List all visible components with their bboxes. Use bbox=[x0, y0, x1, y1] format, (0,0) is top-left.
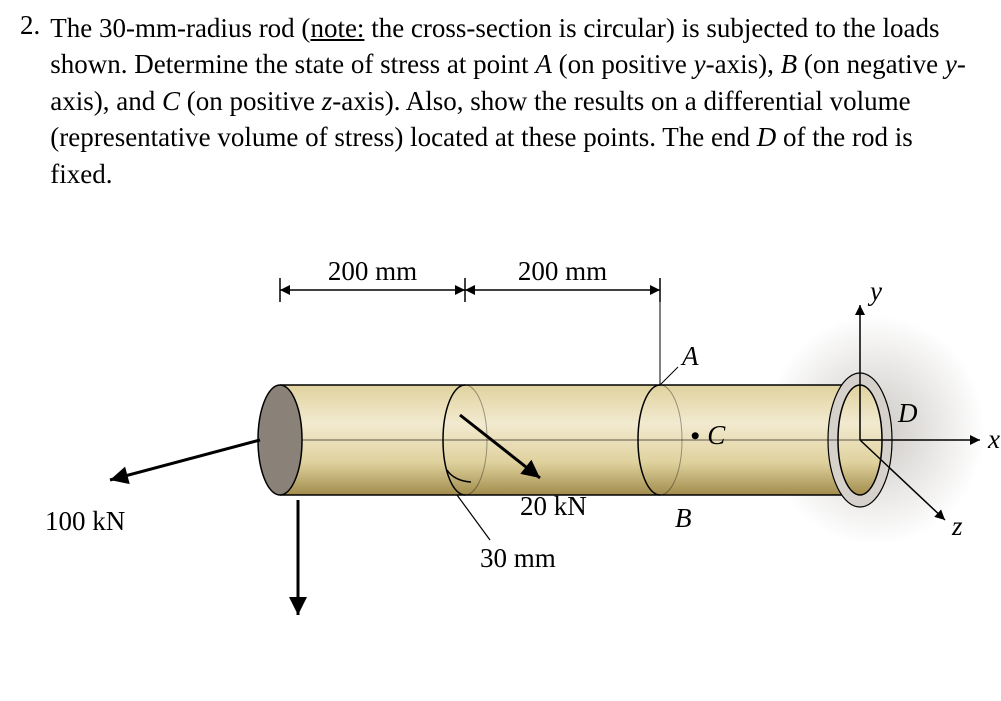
svg-text:y: y bbox=[867, 276, 882, 306]
svg-text:200 mm: 200 mm bbox=[328, 256, 417, 286]
text-segment: (on negative bbox=[797, 49, 945, 79]
svg-text:B: B bbox=[675, 503, 692, 533]
problem-number: 2. bbox=[20, 10, 40, 41]
rod-figure: 200 mm 200 mm y x z D A C B 100 kN 20 kN 30 mm bbox=[20, 210, 1001, 640]
svg-text:C: C bbox=[707, 420, 726, 450]
point-A: A bbox=[535, 49, 552, 79]
point-B: B bbox=[781, 49, 798, 79]
svg-text:30 mm: 30 mm bbox=[480, 543, 556, 573]
text-segment: The 30-mm-radius rod ( bbox=[50, 13, 310, 43]
problem-block: 2. The 30-mm-radius rod (note: the cross… bbox=[20, 10, 981, 192]
svg-text:D: D bbox=[897, 398, 918, 428]
point-D: D bbox=[757, 122, 777, 152]
svg-text:A: A bbox=[680, 341, 699, 371]
svg-text:z: z bbox=[951, 511, 963, 541]
text-segment: (on positive bbox=[180, 86, 322, 116]
axis-y: y bbox=[945, 49, 957, 79]
axis-y: y bbox=[694, 49, 706, 79]
svg-text:200 mm: 200 mm bbox=[518, 256, 607, 286]
problem-text: The 30-mm-radius rod (note: the cross-se… bbox=[50, 10, 981, 192]
svg-text:x: x bbox=[987, 424, 1000, 454]
note-word: note: bbox=[310, 13, 364, 43]
axis-z: z bbox=[322, 86, 333, 116]
svg-text:20 kN: 20 kN bbox=[520, 491, 587, 521]
figure-container: 200 mm200 mmyxzDACB100 kN20 kN30 mm bbox=[20, 210, 981, 640]
text-segment: (on positive bbox=[552, 49, 694, 79]
text-segment: -axis), bbox=[706, 49, 781, 79]
svg-text:100 kN: 100 kN bbox=[45, 506, 125, 536]
point-C: C bbox=[162, 86, 180, 116]
